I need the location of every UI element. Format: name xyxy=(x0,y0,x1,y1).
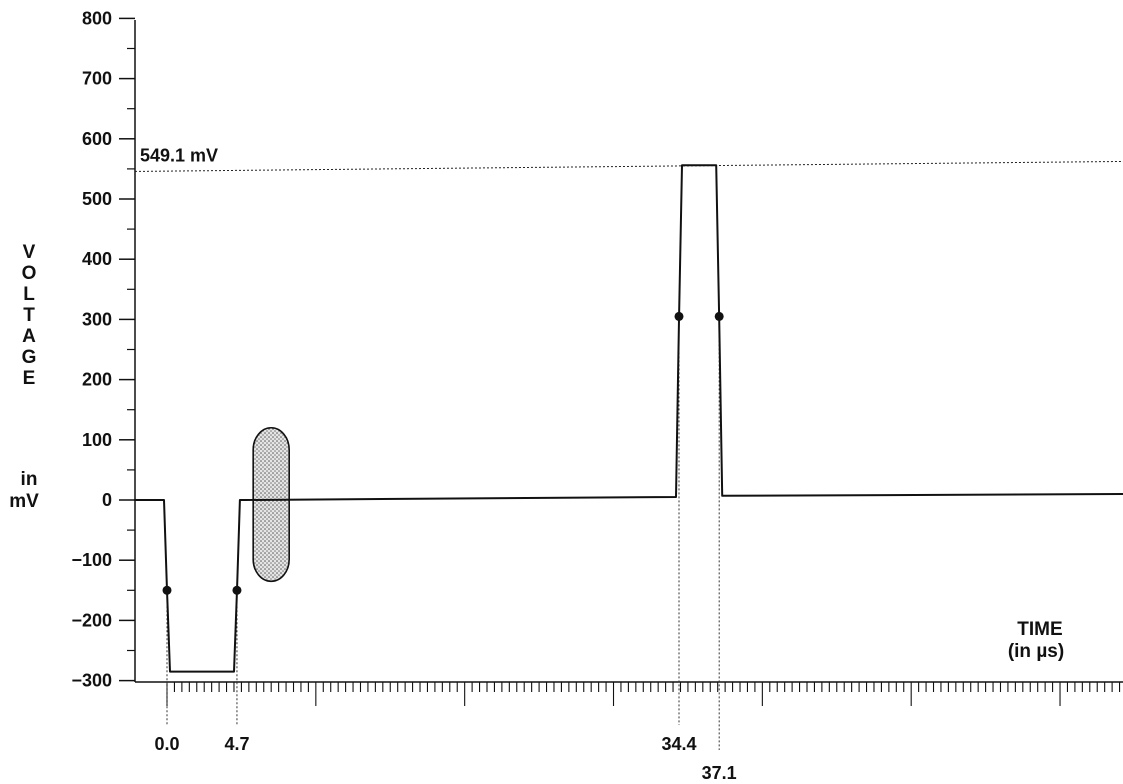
reference-line-label: 549.1 mV xyxy=(140,145,218,165)
highlight-shape xyxy=(252,426,290,583)
y-tick-label: −300 xyxy=(71,671,112,691)
marker-point xyxy=(232,585,242,595)
y-tick-label: 300 xyxy=(82,309,112,329)
y-tick-label: 400 xyxy=(82,249,112,269)
reference-line xyxy=(134,160,1123,172)
marker-point xyxy=(674,311,684,321)
y-axis-title-letter: L xyxy=(23,284,35,305)
y-tick-label: −100 xyxy=(71,550,112,570)
y-axis-title-letter: A xyxy=(22,326,36,347)
marker-points xyxy=(162,311,724,595)
y-tick-label: 200 xyxy=(82,370,112,390)
marker-point xyxy=(162,585,172,595)
y-tick-label: 0 xyxy=(102,490,112,510)
x-tick-label: 37.1 xyxy=(702,763,737,783)
marker-point xyxy=(714,311,724,321)
y-axis-title-letter: V xyxy=(23,242,36,263)
y-tick-label: 800 xyxy=(82,8,112,28)
voltage-series xyxy=(134,164,1123,673)
y-tick-label: 700 xyxy=(82,69,112,89)
x-tick-label: 34.4 xyxy=(661,734,696,754)
reference-line-group: 549.1 mV xyxy=(134,145,1123,172)
y-tick-label: 100 xyxy=(82,430,112,450)
highlight-region xyxy=(252,426,290,583)
y-axis-title-letter: T xyxy=(23,305,35,326)
x-axis: 0.0 4.7 34.4 37.1 xyxy=(135,681,1123,783)
x-tick-label: 4.7 xyxy=(224,734,249,754)
y-axis-title-letter: G xyxy=(22,347,37,368)
x-axis-title: TIME xyxy=(1017,619,1062,640)
x-axis-unit: (in µs) xyxy=(1008,641,1064,662)
marker-guide-lines xyxy=(166,316,720,750)
y-tick-label: 600 xyxy=(82,129,112,149)
x-tick-label: 0.0 xyxy=(154,734,179,754)
y-axis: 800 700 600 500 400 300 200 100 0 −100 −200 −300 xyxy=(71,8,136,691)
y-axis-unit-line-1: in xyxy=(21,469,38,490)
voltage-line xyxy=(134,164,1123,673)
y-axis-title-letter: E xyxy=(23,368,36,389)
y-axis-unit-line-2: mV xyxy=(9,491,39,512)
y-tick-label: −200 xyxy=(71,610,112,630)
y-tick-label: 500 xyxy=(82,189,112,209)
y-axis-title-letter: O xyxy=(22,263,37,284)
